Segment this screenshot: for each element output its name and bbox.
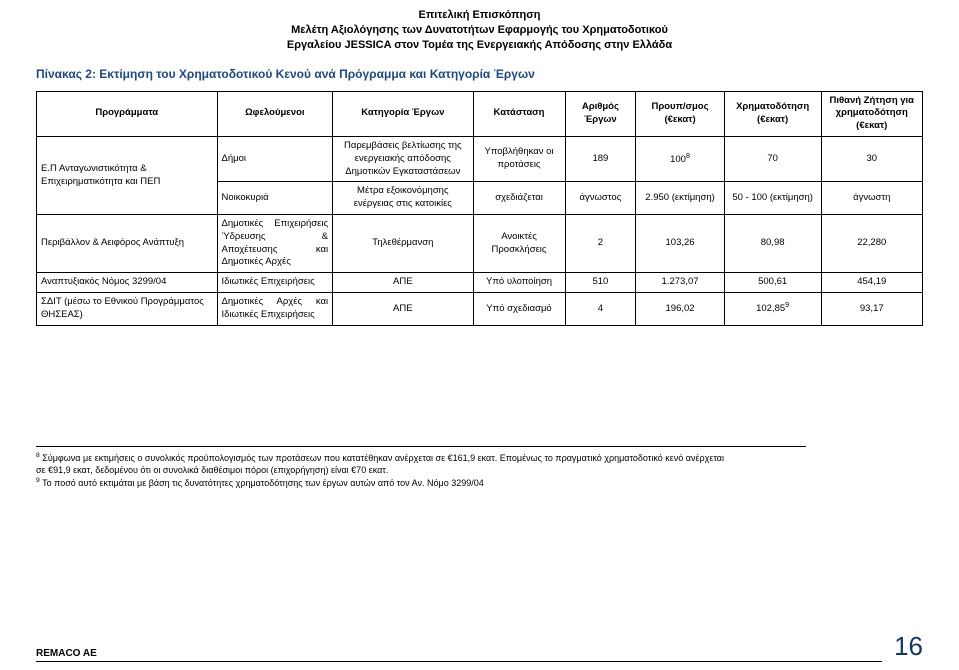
footnote-8-cont: σε €91,9 εκατ, δεδομένου ότι οι συνολικά…: [36, 464, 806, 476]
cell-demand: 93,17: [821, 293, 923, 326]
th-num: Αριθμός Έργων: [565, 91, 636, 136]
cell-funding: 500,61: [724, 273, 821, 293]
th-status: Κατάσταση: [473, 91, 565, 136]
table-header-row: Προγράμματα Ωφελούμενοι Κατηγορία Έργων …: [37, 91, 923, 136]
cell-budget-val: 100: [670, 154, 686, 165]
table-row: ΣΔΙΤ (μέσω το Εθνικού Προγράμματος ΘΗΣΕΑ…: [37, 293, 923, 326]
cell-num: 189: [565, 136, 636, 181]
table-row: Περιβάλλον & Αειφόρος Ανάπτυξη Δημοτικές…: [37, 215, 923, 273]
cell-demand: άγνωστη: [821, 182, 923, 215]
doc-header: Επιτελική Επισκόπηση Μελέτη Αξιολόγησης …: [36, 8, 923, 53]
cell-funding-sup: 9: [785, 301, 789, 309]
header-line-2: Μελέτη Αξιολόγησης των Δυνατοτήτων Εφαρμ…: [36, 23, 923, 38]
cell-num: άγνωστος: [565, 182, 636, 215]
cell-budget: 1008: [636, 136, 724, 181]
cell-beneficiary: Ιδιωτικές Επιχειρήσεις: [217, 273, 333, 293]
page-root: Επιτελική Επισκόπηση Μελέτη Αξιολόγησης …: [0, 0, 959, 670]
cell-num: 510: [565, 273, 636, 293]
cell-funding: 70: [724, 136, 821, 181]
cell-status: Υπό υλοποίηση: [473, 273, 565, 293]
cell-beneficiary: Δημοτικές Αρχές και Ιδιωτικές Επιχειρήσε…: [217, 293, 333, 326]
footer-company: REMACO AE: [36, 648, 882, 662]
cell-demand: 30: [821, 136, 923, 181]
cell-program: Ε.Π Ανταγωνιστικότητα & Επιχειρηματικότη…: [37, 136, 218, 214]
cell-program: ΣΔΙΤ (μέσω το Εθνικού Προγράμματος ΘΗΣΕΑ…: [37, 293, 218, 326]
cell-category: ΑΠΕ: [333, 293, 473, 326]
footer-page-number: 16: [894, 631, 923, 662]
cell-beneficiary: Δημοτικές Επιχειρήσεις Ύδρευσης & Αποχέτ…: [217, 215, 333, 273]
table-row: Ε.Π Ανταγωνιστικότητα & Επιχειρηματικότη…: [37, 136, 923, 181]
th-beneficiaries: Ωφελούμενοι: [217, 91, 333, 136]
cell-status: Υπό σχεδιασμό: [473, 293, 565, 326]
footnote-8-text-a: Σύμφωνα με εκτιμήσεις ο συνολικός προϋπο…: [40, 453, 724, 463]
cell-category: Παρεμβάσεις βελτίωσης της ενεργειακής απ…: [333, 136, 473, 181]
footnote-9: 9 Το ποσό αυτό εκτιμάται με βάση τις δυν…: [36, 476, 806, 489]
cell-funding: 50 - 100 (εκτίμηση): [724, 182, 821, 215]
cell-program: Αναπτυξιακός Νόμος 3299/04: [37, 273, 218, 293]
th-category: Κατηγορία Έργων: [333, 91, 473, 136]
th-programs: Προγράμματα: [37, 91, 218, 136]
header-line-1: Επιτελική Επισκόπηση: [36, 8, 923, 23]
footnote-9-text: Το ποσό αυτό εκτιμάται με βάση τις δυνατ…: [40, 478, 484, 488]
data-table: Προγράμματα Ωφελούμενοι Κατηγορία Έργων …: [36, 91, 923, 326]
cell-category: Μέτρα εξοικονόμησης ενέργειας στις κατοι…: [333, 182, 473, 215]
cell-status: Υποβλήθηκαν οι προτάσεις: [473, 136, 565, 181]
header-line-3: Εργαλείου JESSICA στον Τομέα της Ενεργει…: [36, 38, 923, 53]
cell-budget: 103,26: [636, 215, 724, 273]
cell-budget: 2.950 (εκτίμηση): [636, 182, 724, 215]
cell-status: Ανοικτές Προσκλήσεις: [473, 215, 565, 273]
cell-beneficiary: Δήμοι: [217, 136, 333, 181]
cell-category: ΑΠΕ: [333, 273, 473, 293]
th-funding: Χρηματοδότηση (€εκατ): [724, 91, 821, 136]
cell-funding-val: 102,85: [756, 304, 785, 315]
cell-num: 4: [565, 293, 636, 326]
footnote-8: 8 Σύμφωνα με εκτιμήσεις ο συνολικός προϋ…: [36, 451, 806, 464]
cell-beneficiary: Νοικοκυριά: [217, 182, 333, 215]
th-budget: Προυπ/σμος (€εκατ): [636, 91, 724, 136]
table-title: Πίνακας 2: Εκτίμηση του Χρηματοδοτικού Κ…: [36, 67, 923, 81]
cell-budget: 196,02: [636, 293, 724, 326]
cell-demand: 454,19: [821, 273, 923, 293]
table-row: Αναπτυξιακός Νόμος 3299/04 Ιδιωτικές Επι…: [37, 273, 923, 293]
page-footer: REMACO AE 16: [36, 631, 923, 662]
cell-status: σχεδιάζεται: [473, 182, 565, 215]
cell-budget-sup: 8: [686, 152, 690, 160]
cell-num: 2: [565, 215, 636, 273]
footnotes: 8 Σύμφωνα με εκτιμήσεις ο συνολικός προϋ…: [36, 446, 806, 489]
cell-program: Περιβάλλον & Αειφόρος Ανάπτυξη: [37, 215, 218, 273]
cell-category: Τηλεθέρμανση: [333, 215, 473, 273]
th-demand: Πιθανή Ζήτηση για χρηματοδότηση (€εκατ): [821, 91, 923, 136]
cell-demand: 22,280: [821, 215, 923, 273]
cell-funding: 102,859: [724, 293, 821, 326]
cell-funding: 80,98: [724, 215, 821, 273]
cell-budget: 1.273,07: [636, 273, 724, 293]
